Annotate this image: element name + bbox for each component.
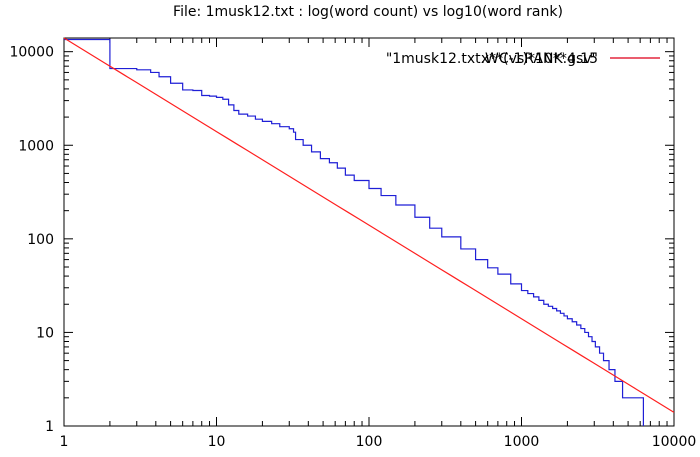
legend: "1musk12.txt.WCvsRANK.gsv" x**(-1)*10**4… (386, 51, 660, 67)
chart-title: File: 1musk12.txt : log(word count) vs l… (173, 4, 563, 20)
plot-frame (63, 37, 675, 427)
legend-label-fit-line: x**(-1)*10**4.15 (481, 51, 598, 67)
x-tick-label: 100 (356, 434, 383, 450)
x-tick-label: 10 (208, 434, 226, 450)
y-tick-label: 10 (36, 325, 54, 341)
x-axis-ticks: 1 10 100 1000 10000 (60, 38, 697, 450)
x-tick-label: 10000 (652, 434, 697, 450)
x-tick-label: 1 (60, 434, 69, 450)
y-tick-label: 1000 (18, 138, 54, 154)
y-axis-ticks: 1 10 100 1000 10000 (9, 45, 674, 435)
series-line-0 (64, 38, 644, 426)
y-tick-label: 100 (27, 232, 54, 248)
series-line-1 (63, 37, 675, 413)
x-tick-label: 1000 (504, 434, 540, 450)
series-layer (63, 37, 675, 426)
legend-label-data-series: "1musk12.txt.WCvsRANK.gsv" (386, 51, 598, 67)
y-tick-label: 10000 (9, 45, 54, 61)
y-tick-label: 1 (45, 419, 54, 435)
